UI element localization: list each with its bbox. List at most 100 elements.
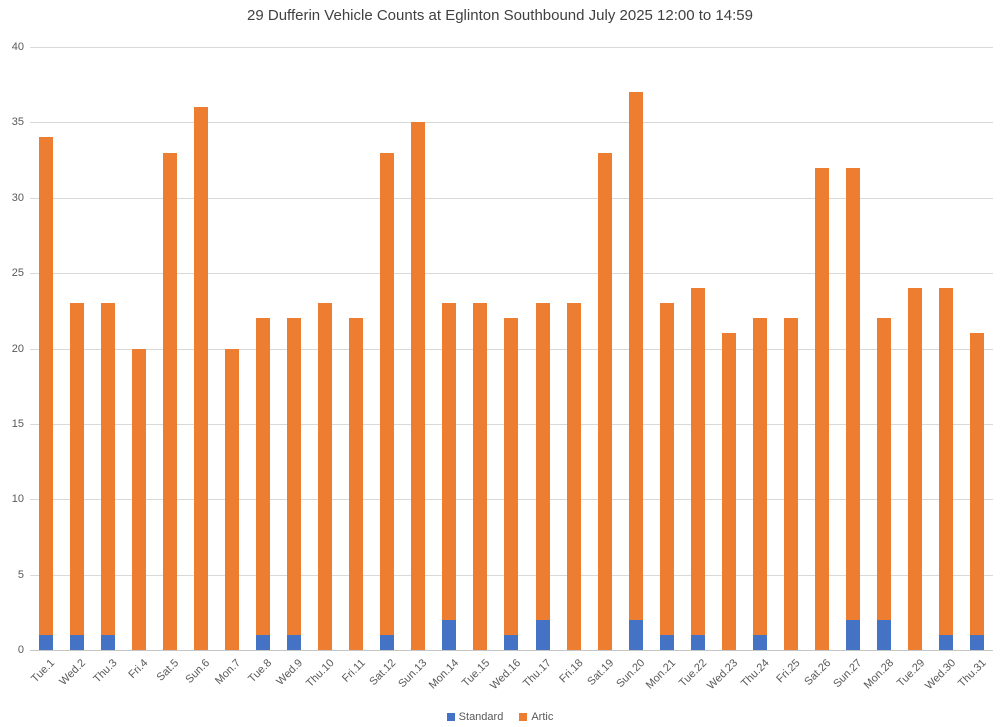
y-axis-label: 15 — [11, 417, 24, 430]
bar-segment-standard — [690, 634, 705, 650]
bar-segment-artic — [442, 303, 457, 620]
y-axis-label: 35 — [11, 116, 24, 129]
bar — [380, 47, 395, 650]
gridline — [30, 47, 993, 48]
bar-segment-artic — [318, 303, 333, 650]
x-axis-label: Sun.6 — [183, 657, 213, 686]
bar — [628, 47, 643, 650]
x-axis-label: Mon.21 — [643, 657, 679, 692]
x-axis-label: Wed.9 — [274, 657, 306, 688]
bar-segment-artic — [349, 318, 364, 650]
bar-segment-artic — [908, 288, 923, 650]
bar-group — [434, 47, 465, 650]
bar — [815, 47, 830, 650]
legend: Standard Artic — [0, 711, 1000, 723]
bar-group — [931, 47, 962, 650]
bar-segment-standard — [970, 634, 985, 650]
bar-segment-artic — [131, 348, 146, 650]
bar-group — [962, 47, 993, 650]
bar-segment-artic — [690, 288, 705, 635]
x-axis-label: Thu.24 — [738, 657, 772, 690]
bar-segment-standard — [752, 634, 767, 650]
bar — [224, 47, 239, 650]
x-axis-label: Tue.8 — [246, 657, 275, 686]
bar — [411, 47, 426, 650]
bar-segment-artic — [659, 303, 674, 635]
bar — [846, 47, 861, 650]
y-axis-label: 5 — [17, 568, 24, 581]
bar-group — [185, 47, 216, 650]
legend-swatch-artic — [519, 713, 528, 721]
bar-group — [92, 47, 123, 650]
bar — [318, 47, 333, 650]
bar-segment-standard — [628, 619, 643, 650]
gridline — [30, 197, 993, 199]
bar — [193, 47, 208, 650]
bar — [131, 47, 146, 650]
bar — [38, 47, 53, 650]
bar-group — [279, 47, 310, 650]
chart-title: 29 Dufferin Vehicle Counts at Eglinton S… — [247, 7, 753, 24]
bar — [908, 47, 923, 650]
bar-group — [310, 47, 341, 650]
bar-segment-artic — [224, 348, 239, 650]
bar — [721, 47, 736, 650]
bar-group — [154, 47, 185, 650]
bar — [939, 47, 954, 650]
bar-segment-artic — [877, 318, 892, 620]
bar-segment-standard — [69, 634, 84, 650]
legend-swatch-standard — [446, 713, 455, 721]
x-axis-label: Sat.12 — [367, 657, 399, 688]
bar-segment-artic — [628, 92, 643, 620]
x-axis-label: Tue.22 — [676, 657, 710, 690]
bar — [100, 47, 115, 650]
bar-segment-artic — [411, 122, 426, 650]
bar-group — [372, 47, 403, 650]
bar-segment-artic — [100, 303, 115, 635]
bar-segment-artic — [380, 152, 395, 635]
bar — [597, 47, 612, 650]
x-axis-label: Fri.18 — [556, 657, 586, 686]
bar — [659, 47, 674, 650]
bar — [287, 47, 302, 650]
bar-segment-artic — [504, 318, 519, 635]
bar-segment-standard — [659, 634, 674, 650]
x-axis-label: Mon.7 — [213, 657, 244, 688]
bar-segment-standard — [100, 634, 115, 650]
bar-segment-standard — [442, 619, 457, 650]
bar — [784, 47, 799, 650]
bar-group — [620, 47, 651, 650]
bar-segment-artic — [970, 333, 985, 635]
bar-segment-standard — [504, 634, 519, 650]
bar — [535, 47, 550, 650]
bar-group — [900, 47, 931, 650]
bar-group — [776, 47, 807, 650]
legend-item-standard: Standard — [446, 711, 504, 723]
bar-segment-standard — [255, 634, 270, 650]
bar-segment-artic — [784, 318, 799, 650]
bar — [690, 47, 705, 650]
bar-group — [216, 47, 247, 650]
bar — [162, 47, 177, 650]
x-axis-label: Mon.14 — [426, 657, 461, 692]
bar-segment-standard — [535, 619, 550, 650]
bar-group — [341, 47, 372, 650]
x-axis-label: Sun.20 — [614, 657, 648, 691]
bar-segment-standard — [38, 634, 53, 650]
bar-segment-artic — [38, 137, 53, 635]
x-axis-label: Sat.26 — [802, 657, 834, 688]
bar-segment-standard — [287, 634, 302, 650]
bar-group — [682, 47, 713, 650]
bar-group — [30, 47, 61, 650]
bar-group — [403, 47, 434, 650]
bar — [877, 47, 892, 650]
bar-group — [558, 47, 589, 650]
bar-segment-standard — [939, 634, 954, 650]
bar-segment-artic — [815, 167, 830, 650]
x-axis-label: Sat.19 — [585, 657, 617, 688]
bar-segment-artic — [473, 303, 488, 650]
bar — [442, 47, 457, 650]
legend-label: Standard — [458, 711, 504, 723]
bar-segment-artic — [939, 288, 954, 635]
